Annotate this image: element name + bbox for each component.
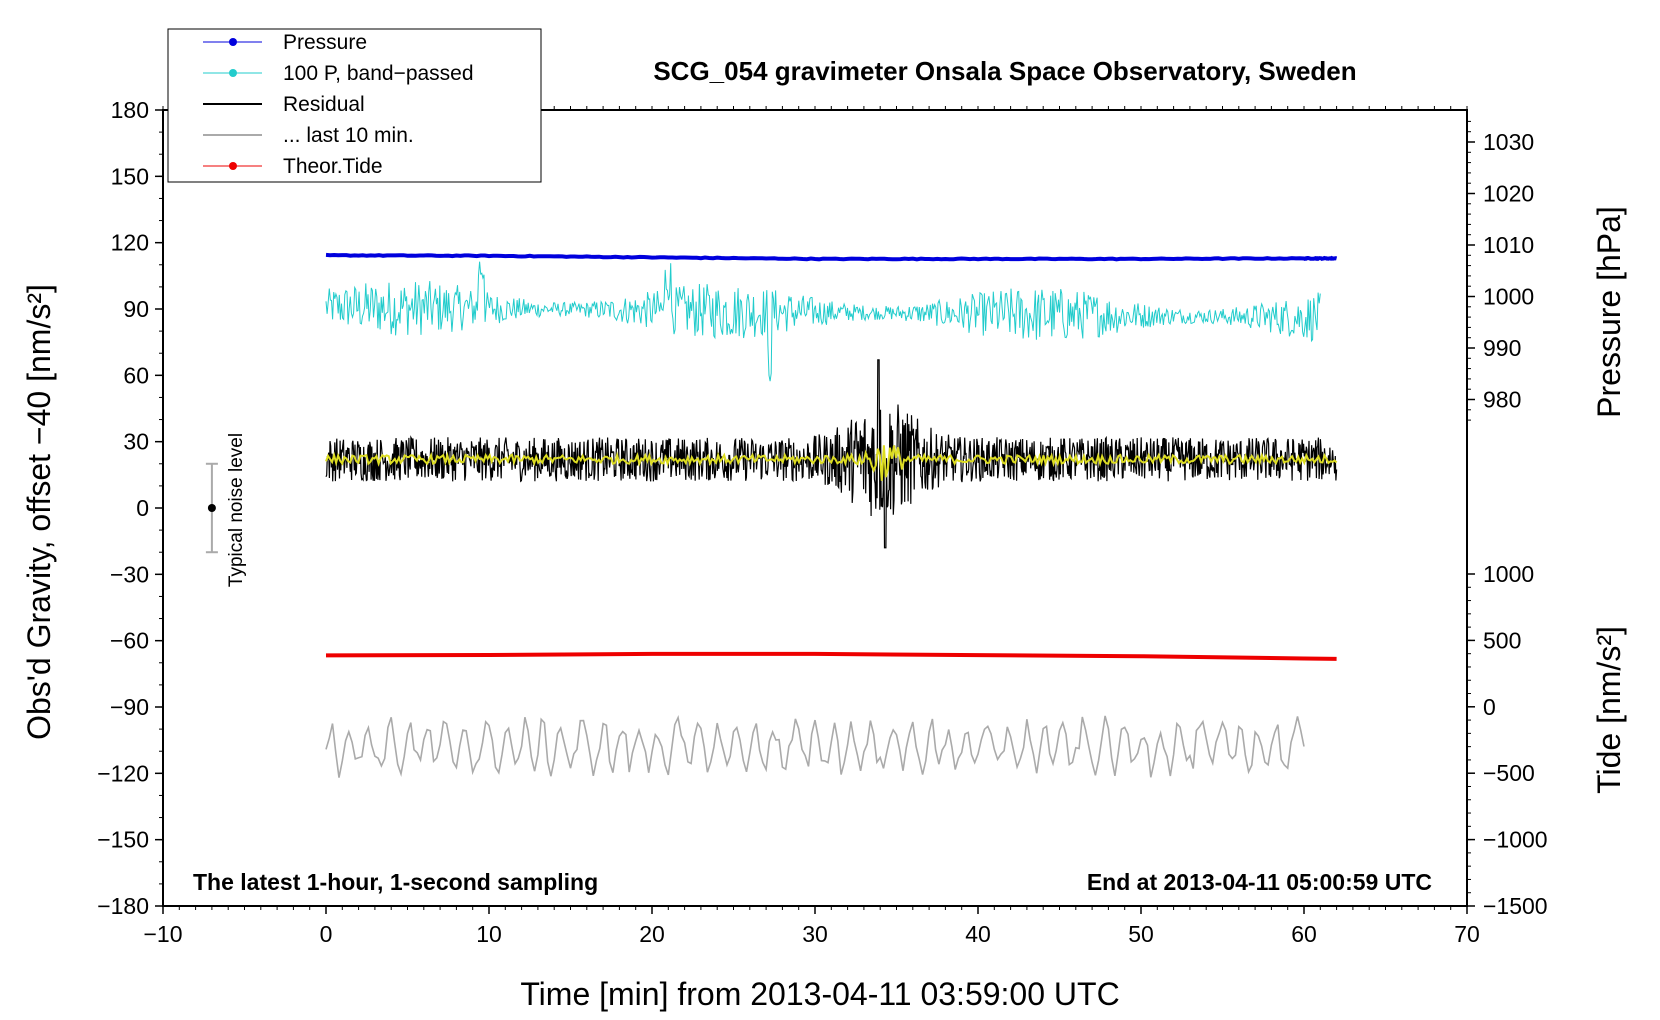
x-tick-label: 60 [1291, 921, 1317, 947]
y-axis-label-left: Obs'd Gravity, offset −40 [nm/s²] [21, 284, 57, 740]
series-residual [325, 359, 1338, 549]
y-axis-label-tide: Tide [nm/s²] [1591, 626, 1627, 794]
pressure-tick-label: 1000 [1483, 284, 1534, 310]
tide-tick-label: −1500 [1483, 893, 1548, 919]
series-theoretical-tide [325, 651, 1337, 661]
tide-tick-label: −1000 [1483, 827, 1548, 853]
legend-box [167, 28, 542, 183]
y-tick-label: 90 [123, 296, 149, 322]
series-pressure [325, 252, 1338, 262]
noise-bar-center [207, 504, 216, 512]
y-tick-label: 150 [111, 163, 149, 189]
x-tick-label: 40 [965, 921, 991, 947]
tide-tick-label: −500 [1483, 760, 1535, 786]
noise-level-label: Typical noise level [226, 433, 247, 587]
x-tick-label: −10 [143, 921, 182, 947]
legend-bandpassed-label: 100 P, band−passed [283, 62, 474, 85]
y-tick-label: −90 [110, 694, 149, 720]
legend-bandpassed-marker [229, 69, 237, 77]
legend-pressure-marker [229, 38, 237, 46]
axis-ticks: −10 0 10 20 30 40 50 60 701801501209060300−30−60… [97, 97, 1547, 947]
plot-frame [162, 109, 1468, 907]
legend-residual-label: Residual [283, 93, 365, 116]
pressure-tick-label: 1010 [1483, 232, 1534, 258]
tide-tick-label: 500 [1483, 627, 1521, 653]
y-tick-label: 0 [136, 495, 149, 521]
legend-pressure-label: Pressure [283, 31, 367, 54]
y-tick-label: −60 [110, 628, 149, 654]
y-tick-label: 180 [111, 97, 149, 123]
y-axis-label-pressure: Pressure [hPa] [1591, 206, 1627, 418]
noise-level-bar [205, 462, 218, 554]
series-group [325, 252, 1338, 778]
series-pressure-bandpassed [325, 261, 1321, 382]
y-tick-label: −30 [110, 561, 149, 587]
legend-last-10-min-label: ... last 10 min. [283, 124, 414, 147]
pressure-tick-label: 990 [1483, 335, 1521, 361]
y-tick-label: 60 [123, 362, 149, 388]
annotation-sampling: The latest 1-hour, 1-second sampling [193, 869, 598, 895]
x-axis-label: Time [min] from 2013-04-11 03:59:00 UTC [520, 976, 1119, 1012]
legend-theor-tide-label: Theor.Tide [283, 155, 383, 178]
y-tick-label: −180 [97, 893, 149, 919]
legend: Pressure 100 P, band−passed Residual ... la… [167, 28, 542, 183]
y-tick-label: −120 [97, 760, 149, 786]
x-tick-label: 0 [320, 921, 333, 947]
pressure-tick-label: 1020 [1483, 181, 1534, 207]
annotation-end-time: End at 2013-04-11 05:00:59 UTC [1087, 869, 1432, 895]
y-tick-label: 120 [111, 230, 149, 256]
legend-theor-tide-marker [229, 162, 237, 170]
y-tick-label: −150 [97, 827, 149, 853]
tide-tick-label: 0 [1483, 694, 1496, 720]
x-tick-label: 10 [476, 921, 502, 947]
x-tick-label: 50 [1128, 921, 1154, 947]
tide-tick-label: 1000 [1483, 561, 1534, 587]
pressure-tick-label: 1030 [1483, 129, 1534, 155]
series-last-10-min [325, 714, 1305, 778]
y-tick-label: 30 [123, 429, 149, 455]
pressure-tick-label: 980 [1483, 387, 1521, 413]
chart-title: SCG_054 gravimeter Onsala Space Observat… [653, 56, 1356, 86]
series-residual-smoothed [325, 445, 1338, 481]
x-tick-label: 20 [639, 921, 665, 947]
x-tick-label: 70 [1454, 921, 1480, 947]
x-tick-label: 30 [802, 921, 828, 947]
